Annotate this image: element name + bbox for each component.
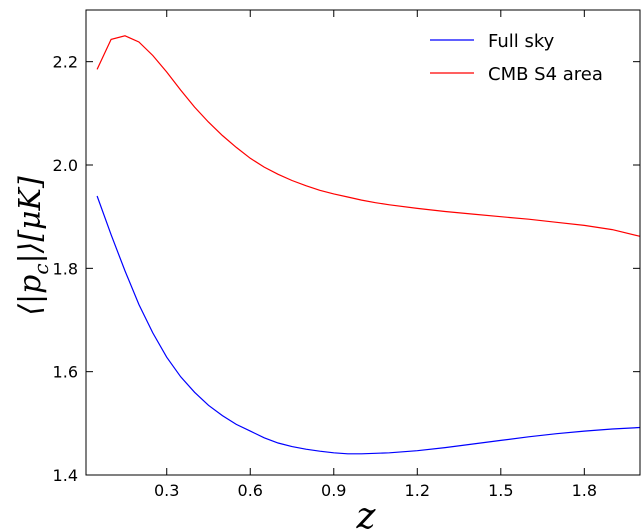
axis-ticks: [86, 10, 640, 476]
y-tick-label: 1.4: [53, 466, 78, 485]
x-tick-label: 0.9: [321, 481, 346, 500]
y-tick-label: 1.6: [53, 363, 78, 382]
series-line-2: [96, 35, 641, 237]
x-tick-label: 0.3: [154, 481, 179, 500]
legend-label-2: CMB S4 area: [488, 64, 603, 85]
x-axis-label: z: [356, 496, 377, 531]
plot-frame: [85, 9, 641, 476]
legend: Full sky CMB S4 area: [430, 31, 603, 85]
x-tick-label: 1.8: [572, 481, 597, 500]
x-tick-label: 0.6: [238, 481, 263, 500]
y-tick-label: 2.2: [53, 53, 78, 72]
plot-lines: [96, 35, 641, 455]
legend-label-1: Full sky: [488, 31, 555, 52]
series-line-1: [96, 195, 641, 455]
y-tick-label: 2.0: [53, 156, 78, 175]
x-tick-label: 1.5: [488, 481, 513, 500]
axis-tick-labels: 0.3 0.6 0.9 1.2 1.5 1.8 1.4 1.6 1.8 2.0 2.2: [53, 53, 598, 500]
y-tick-label: 1.8: [53, 259, 78, 278]
y-axis-label: ⟨|pc|⟩[μK]: [13, 176, 53, 316]
x-tick-label: 1.2: [405, 481, 430, 500]
